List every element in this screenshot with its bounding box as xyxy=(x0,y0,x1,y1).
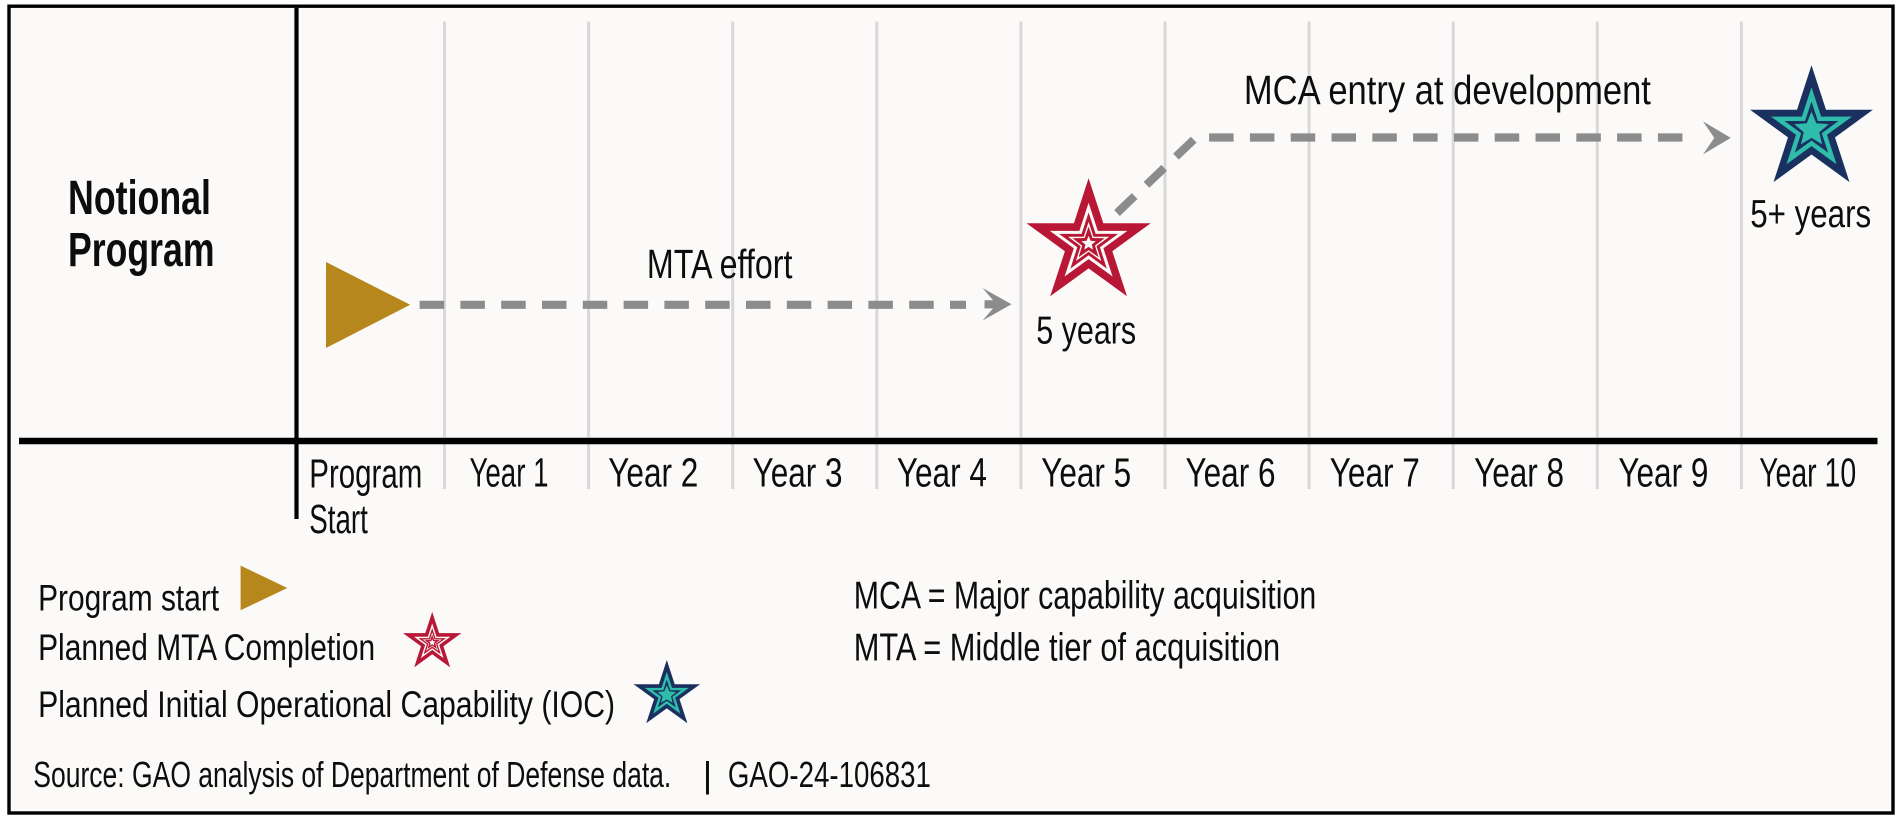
svg-text:MTA effort: MTA effort xyxy=(647,241,793,287)
svg-text:MCA = Major capability acquisi: MCA = Major capability acquisition xyxy=(854,575,1316,618)
svg-text:Notional: Notional xyxy=(68,172,211,225)
svg-text:Year 10: Year 10 xyxy=(1759,450,1856,496)
svg-text:Year 4: Year 4 xyxy=(897,450,987,496)
svg-text:Year 7: Year 7 xyxy=(1330,450,1420,496)
svg-text:5 years: 5 years xyxy=(1036,309,1136,352)
svg-text:MTA = Middle tier of acquisiti: MTA = Middle tier of acquisition xyxy=(854,627,1280,670)
svg-text:Program: Program xyxy=(309,450,422,496)
svg-text:Year 9: Year 9 xyxy=(1618,450,1708,496)
svg-text:|: | xyxy=(703,754,712,795)
svg-text:Year 8: Year 8 xyxy=(1474,450,1564,496)
svg-text:Year 5: Year 5 xyxy=(1041,450,1131,496)
svg-text:Start: Start xyxy=(309,496,368,542)
svg-text:Source: GAO analysis of Depart: Source: GAO analysis of Department of De… xyxy=(33,754,671,795)
svg-text:Year 1: Year 1 xyxy=(470,450,549,496)
svg-text:Year 2: Year 2 xyxy=(608,450,698,496)
svg-text:GAO-24-106831: GAO-24-106831 xyxy=(728,754,931,795)
svg-text:MCA entry at development: MCA entry at development xyxy=(1244,67,1651,113)
svg-text:Year 3: Year 3 xyxy=(753,450,843,496)
svg-text:5+ years: 5+ years xyxy=(1750,193,1871,236)
svg-text:Year 6: Year 6 xyxy=(1186,450,1276,496)
svg-text:Program: Program xyxy=(68,224,215,277)
svg-text:Program start: Program start xyxy=(38,577,220,618)
svg-text:Planned MTA Completion: Planned MTA Completion xyxy=(38,627,375,668)
svg-text:Planned Initial Operational Ca: Planned Initial Operational Capability (… xyxy=(38,684,615,725)
